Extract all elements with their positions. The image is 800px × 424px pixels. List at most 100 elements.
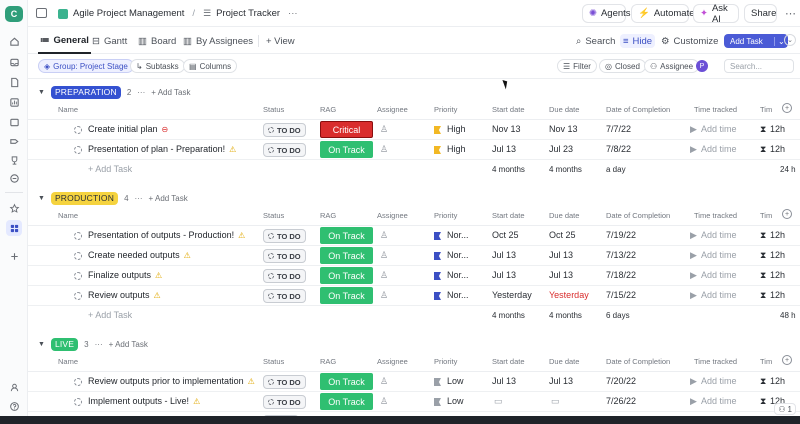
play-icon[interactable]: ▶ [690, 376, 697, 386]
task-status-circle-icon[interactable] [74, 378, 82, 386]
help-icon[interactable] [7, 399, 21, 413]
start-date[interactable]: Jul 13 [492, 376, 517, 386]
assignee-placeholder-icon[interactable]: ♙ [380, 290, 389, 300]
task-name[interactable]: Create initial plan ⊖ [88, 124, 168, 134]
add-time-button[interactable]: Add time [701, 290, 737, 300]
column-header-rag[interactable]: RAG [320, 357, 337, 366]
task-status-circle-icon[interactable] [74, 252, 82, 260]
column-header-time-est[interactable]: Tim [760, 105, 773, 114]
task-status-circle-icon[interactable] [74, 272, 82, 280]
add-column-icon[interactable]: + [782, 209, 792, 219]
home-icon[interactable] [7, 34, 21, 48]
play-icon[interactable]: ▶ [690, 250, 697, 260]
status-badge[interactable]: TO DO [263, 269, 306, 283]
due-date[interactable]: Oct 25 [549, 230, 576, 240]
rag-badge[interactable]: On Track [320, 227, 373, 244]
time-estimate[interactable]: 12h [770, 144, 786, 154]
group-more-icon[interactable]: ··· [137, 87, 146, 97]
priority-value[interactable]: High [447, 124, 466, 134]
viewer-count[interactable]: ⚇ 1 [774, 403, 796, 415]
priority-value[interactable]: Low [447, 396, 464, 406]
completion-date[interactable]: 7/18/22 [606, 270, 637, 280]
favorites-icon[interactable] [7, 201, 21, 215]
add-time-button[interactable]: Add time [701, 230, 737, 240]
status-badge[interactable]: TO DO [263, 123, 306, 137]
assignee-placeholder-icon[interactable]: ♙ [380, 376, 389, 386]
agents-button[interactable]: ✺ Agents [582, 4, 631, 23]
start-date[interactable]: Jul 13 [492, 250, 517, 260]
column-header-priority[interactable]: Priority [434, 211, 458, 220]
add-column-icon[interactable]: + [782, 103, 792, 113]
column-header-due-date[interactable]: Due date [549, 211, 580, 220]
start-date[interactable]: Oct 25 [492, 230, 519, 240]
add-icon[interactable] [7, 249, 21, 263]
play-icon[interactable]: ▶ [690, 396, 697, 406]
filter-chip[interactable]: ☰ Filter [557, 59, 597, 73]
column-header-rag[interactable]: RAG [320, 105, 337, 114]
assignee-chip[interactable]: ⚇ Assignee [644, 59, 700, 73]
breadcrumb-more-icon[interactable]: ··· [288, 8, 298, 19]
status-badge[interactable]: TO DO [263, 289, 306, 303]
task-name[interactable]: Create needed outputs ⚠ [88, 250, 191, 260]
priority-value[interactable]: High [447, 144, 466, 154]
priority-value[interactable]: Nor... [447, 250, 469, 260]
more-options-icon[interactable]: ⋯ [785, 8, 796, 20]
task-name[interactable]: Implement outputs - Live! ⚠ [88, 396, 200, 406]
due-date[interactable]: Jul 13 [549, 250, 574, 260]
add-time-button[interactable]: Add time [701, 396, 737, 406]
sidebar-toggle-icon[interactable] [36, 8, 47, 18]
table-row[interactable]: Presentation of plan - Preparation! ⚠ TO D… [28, 140, 800, 160]
column-header-completion[interactable]: Date of Completion [606, 105, 671, 114]
time-estimate[interactable]: 12h [770, 270, 786, 280]
add-time-button[interactable]: Add time [701, 144, 737, 154]
play-icon[interactable]: ▶ [690, 270, 697, 280]
column-header-name[interactable]: Name [58, 105, 79, 114]
column-header-status[interactable]: Status [263, 211, 285, 220]
group-pill[interactable]: PREPARATION [50, 85, 121, 99]
due-date[interactable]: Jul 13 [549, 376, 574, 386]
task-status-circle-icon[interactable] [74, 126, 82, 134]
status-badge[interactable]: TO DO [263, 229, 306, 243]
group-add-task-button[interactable]: + Add Task [108, 339, 148, 349]
assignee-placeholder-icon[interactable]: ♙ [380, 230, 389, 240]
group-by-chip[interactable]: ◈ Group: Project Stage [38, 59, 134, 73]
search-tasks-input[interactable]: Search... [724, 59, 794, 73]
subtasks-chip[interactable]: ↳ Subtasks [130, 59, 185, 73]
workspace-avatar[interactable]: C [5, 6, 23, 22]
group-more-icon[interactable]: ··· [134, 193, 143, 203]
column-header-due-date[interactable]: Due date [549, 105, 580, 114]
task-status-circle-icon[interactable] [74, 292, 82, 300]
column-header-start-date[interactable]: Start date [492, 105, 525, 114]
table-row[interactable]: Implement outputs - Live! ⚠ TO DO On Track ♙… [28, 392, 800, 412]
task-name[interactable]: Presentation of outputs - Production! ⚠ [88, 230, 245, 240]
customize-button[interactable]: ⚙ Customize [661, 28, 718, 54]
automate-button[interactable]: ⚡ Automate [631, 4, 695, 23]
rag-badge[interactable]: On Track [320, 141, 373, 158]
tab-board[interactable]: ▥ Board [138, 28, 176, 54]
play-icon[interactable]: ▶ [690, 230, 697, 240]
due-date[interactable]: Nov 13 [549, 124, 578, 134]
column-header-start-date[interactable]: Start date [492, 357, 525, 366]
priority-value[interactable]: Nor... [447, 290, 469, 300]
chevron-down-icon[interactable]: ⌄ [774, 36, 785, 46]
table-row[interactable]: Finalize outputs ⚠ TO DO On Track ♙ Nor... Jul… [28, 266, 800, 286]
hide-button[interactable]: ≡ Hide [620, 34, 656, 48]
column-header-status[interactable]: Status [263, 357, 285, 366]
add-task-row[interactable]: + Add Task [88, 164, 132, 174]
inbox-icon[interactable] [7, 55, 21, 69]
start-date[interactable]: Yesterday [492, 290, 532, 300]
whiteboards-icon[interactable] [7, 115, 21, 129]
clips-icon[interactable] [7, 134, 21, 148]
play-icon[interactable]: ▶ [690, 144, 697, 154]
status-badge[interactable]: TO DO [263, 375, 306, 389]
goals-icon[interactable] [7, 153, 21, 167]
status-badge[interactable]: TO DO [263, 395, 306, 409]
priority-value[interactable]: Nor... [447, 230, 469, 240]
column-header-due-date[interactable]: Due date [549, 357, 580, 366]
add-time-button[interactable]: Add time [701, 124, 737, 134]
column-header-time-est[interactable]: Tim [760, 357, 773, 366]
column-header-assignee[interactable]: Assignee [377, 211, 408, 220]
play-icon[interactable]: ▶ [690, 290, 697, 300]
column-header-completion[interactable]: Date of Completion [606, 211, 671, 220]
add-task-button[interactable]: Add Task ⌄ [724, 34, 788, 48]
